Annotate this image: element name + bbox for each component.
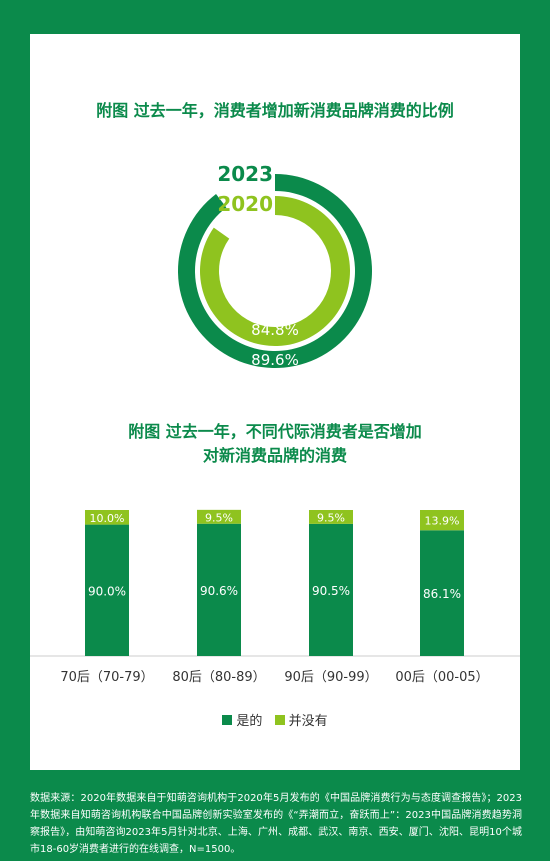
donut-year-label-2020: 2020 [217, 192, 273, 216]
donut-chart-title: 附图 过去一年，消费者增加新消费品牌消费的比例 [96, 101, 454, 120]
report-card: 附图 过去一年，消费者增加新消费品牌消费的比例 89.6% 2023 84.8% 20… [30, 34, 520, 770]
bar-segment-no [85, 510, 129, 525]
bar-chart-legend: 是的 并没有 [30, 710, 520, 729]
legend-label-no: 并没有 [288, 714, 328, 729]
legend-item-no: 并没有 [274, 710, 328, 729]
bar-value-label-yes: 90.5% [312, 584, 350, 598]
bar-value-label-yes: 90.0% [88, 584, 126, 598]
x-axis-category-label: 90后（90-99） [284, 670, 377, 685]
legend-item-yes: 是的 [222, 710, 262, 729]
donut-chart: 89.6% 2023 84.8% 2020 [177, 162, 372, 369]
legend-swatch-yes [222, 714, 233, 725]
stacked-bar-chart: 90.0% 10.0% 70后（70-79） 90.6% 9.5% 80后（80-89） 9… [30, 509, 520, 685]
bar-chart-title-line-1: 附图 过去一年，不同代际消费者是否增加 [128, 422, 422, 441]
bar-value-label-yes: 90.6% [200, 584, 238, 598]
x-axis-category-label: 80后（80-89） [172, 670, 265, 685]
bar-segment-no [420, 510, 464, 531]
bar-segment-yes [85, 524, 129, 656]
bar-chart-title-line-2: 对新消费品牌的消费 [202, 446, 347, 465]
legend-swatch-no [274, 714, 285, 725]
bar-value-label-no: 13.9% [425, 515, 460, 528]
x-axis-category-label: 00后（00-05） [395, 670, 488, 685]
data-source-footnote: 数据来源：2020年数据来自于知萌咨询机构于2020年5月发布的《中国品牌消费行… [30, 793, 522, 855]
bar-value-label-yes: 86.1% [423, 587, 461, 601]
legend-label-yes: 是的 [236, 714, 263, 729]
donut-value-label-2020: 84.8% [251, 321, 299, 339]
bar-value-label-no: 9.5% [205, 511, 233, 524]
bar-segment-no [197, 509, 241, 524]
bar-chart-title: 附图 过去一年，不同代际消费者是否增加 对新消费品牌的消费 [30, 420, 520, 468]
x-axis-category-label: 70后（70-79） [60, 670, 153, 685]
bar-segment-yes [197, 523, 241, 656]
bar-segment-yes [309, 523, 353, 656]
donut-value-label-2023: 89.6% [251, 351, 299, 369]
donut-year-label-2023: 2023 [217, 162, 273, 186]
bar-value-label-no: 9.5% [317, 511, 345, 524]
bar-segment-no [309, 510, 353, 524]
bar-segment-yes [420, 530, 464, 656]
bar-value-label-no: 10.0% [90, 512, 125, 525]
